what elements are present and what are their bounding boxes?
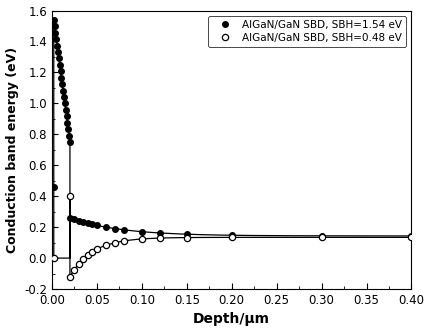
AlGaN/GaN SBD, SBH=1.54 eV	[61, 95, 67, 99]
AlGaN/GaN SBD, SBH=1.54 eV	[52, 24, 57, 28]
AlGaN/GaN SBD, SBH=0.48 eV	[184, 236, 189, 240]
AlGaN/GaN SBD, SBH=1.54 eV	[51, 18, 56, 22]
Y-axis label: Conduction band energy (eV): Conduction band energy (eV)	[6, 47, 18, 253]
AlGaN/GaN SBD, SBH=1.54 eV	[59, 76, 64, 80]
AlGaN/GaN SBD, SBH=0.48 eV	[139, 237, 144, 241]
AlGaN/GaN SBD, SBH=1.54 eV	[67, 134, 72, 138]
AlGaN/GaN SBD, SBH=1.54 eV	[121, 228, 126, 232]
AlGaN/GaN SBD, SBH=1.54 eV	[63, 108, 68, 112]
AlGaN/GaN SBD, SBH=0.48 eV	[81, 257, 86, 261]
AlGaN/GaN SBD, SBH=1.54 eV	[94, 223, 99, 227]
AlGaN/GaN SBD, SBH=0.48 eV	[85, 253, 90, 257]
AlGaN/GaN SBD, SBH=1.54 eV	[90, 222, 95, 226]
AlGaN/GaN SBD, SBH=1.54 eV	[64, 114, 69, 118]
AlGaN/GaN SBD, SBH=1.54 eV	[112, 227, 117, 231]
AlGaN/GaN SBD, SBH=1.54 eV	[58, 69, 63, 73]
AlGaN/GaN SBD, SBH=1.54 eV	[319, 234, 324, 238]
AlGaN/GaN SBD, SBH=1.54 eV	[62, 102, 68, 106]
AlGaN/GaN SBD, SBH=1.54 eV	[85, 221, 90, 225]
AlGaN/GaN SBD, SBH=0.48 eV	[94, 247, 99, 251]
AlGaN/GaN SBD, SBH=0.48 eV	[319, 235, 324, 239]
AlGaN/GaN SBD, SBH=1.54 eV	[103, 225, 108, 229]
AlGaN/GaN SBD, SBH=1.54 eV	[184, 232, 189, 236]
AlGaN/GaN SBD, SBH=0.48 eV	[103, 243, 108, 247]
AlGaN/GaN SBD, SBH=1.54 eV	[229, 233, 234, 237]
AlGaN/GaN SBD, SBH=0.48 eV	[90, 250, 95, 254]
AlGaN/GaN SBD, SBH=1.54 eV	[81, 220, 86, 224]
Line: AlGaN/GaN SBD, SBH=1.54 eV: AlGaN/GaN SBD, SBH=1.54 eV	[51, 17, 414, 239]
AlGaN/GaN SBD, SBH=0.48 eV	[72, 268, 77, 272]
AlGaN/GaN SBD, SBH=1.54 eV	[61, 89, 66, 93]
AlGaN/GaN SBD, SBH=1.54 eV	[157, 231, 163, 235]
AlGaN/GaN SBD, SBH=1.54 eV	[60, 82, 65, 86]
AlGaN/GaN SBD, SBH=0.48 eV	[409, 235, 414, 239]
AlGaN/GaN SBD, SBH=0.48 eV	[77, 262, 82, 266]
AlGaN/GaN SBD, SBH=0.48 eV	[229, 235, 234, 239]
AlGaN/GaN SBD, SBH=0.48 eV	[121, 239, 126, 243]
AlGaN/GaN SBD, SBH=1.54 eV	[77, 219, 82, 223]
AlGaN/GaN SBD, SBH=1.54 eV	[66, 127, 71, 131]
AlGaN/GaN SBD, SBH=1.54 eV	[72, 217, 77, 221]
AlGaN/GaN SBD, SBH=1.54 eV	[56, 56, 61, 60]
AlGaN/GaN SBD, SBH=1.54 eV	[139, 230, 144, 234]
AlGaN/GaN SBD, SBH=1.54 eV	[65, 121, 70, 125]
Line: AlGaN/GaN SBD, SBH=0.48 eV: AlGaN/GaN SBD, SBH=0.48 eV	[51, 193, 415, 280]
AlGaN/GaN SBD, SBH=1.54 eV	[55, 43, 60, 47]
AlGaN/GaN SBD, SBH=1.54 eV	[68, 140, 73, 144]
AlGaN/GaN SBD, SBH=1.54 eV	[409, 234, 414, 238]
AlGaN/GaN SBD, SBH=0.48 eV	[157, 236, 163, 240]
AlGaN/GaN SBD, SBH=1.54 eV	[54, 37, 59, 41]
AlGaN/GaN SBD, SBH=1.54 eV	[53, 31, 58, 35]
X-axis label: Depth/μm: Depth/μm	[193, 312, 270, 326]
AlGaN/GaN SBD, SBH=0.48 eV	[68, 275, 73, 279]
AlGaN/GaN SBD, SBH=0.48 eV	[68, 194, 73, 198]
AlGaN/GaN SBD, SBH=0.48 eV	[112, 241, 117, 245]
AlGaN/GaN SBD, SBH=1.54 eV	[51, 185, 56, 189]
Legend: AlGaN/GaN SBD, SBH=1.54 eV, AlGaN/GaN SBD, SBH=0.48 eV: AlGaN/GaN SBD, SBH=1.54 eV, AlGaN/GaN SB…	[208, 16, 406, 47]
AlGaN/GaN SBD, SBH=1.54 eV	[68, 216, 73, 220]
AlGaN/GaN SBD, SBH=0.48 eV	[51, 256, 56, 260]
AlGaN/GaN SBD, SBH=1.54 eV	[55, 50, 61, 54]
AlGaN/GaN SBD, SBH=1.54 eV	[57, 63, 62, 67]
